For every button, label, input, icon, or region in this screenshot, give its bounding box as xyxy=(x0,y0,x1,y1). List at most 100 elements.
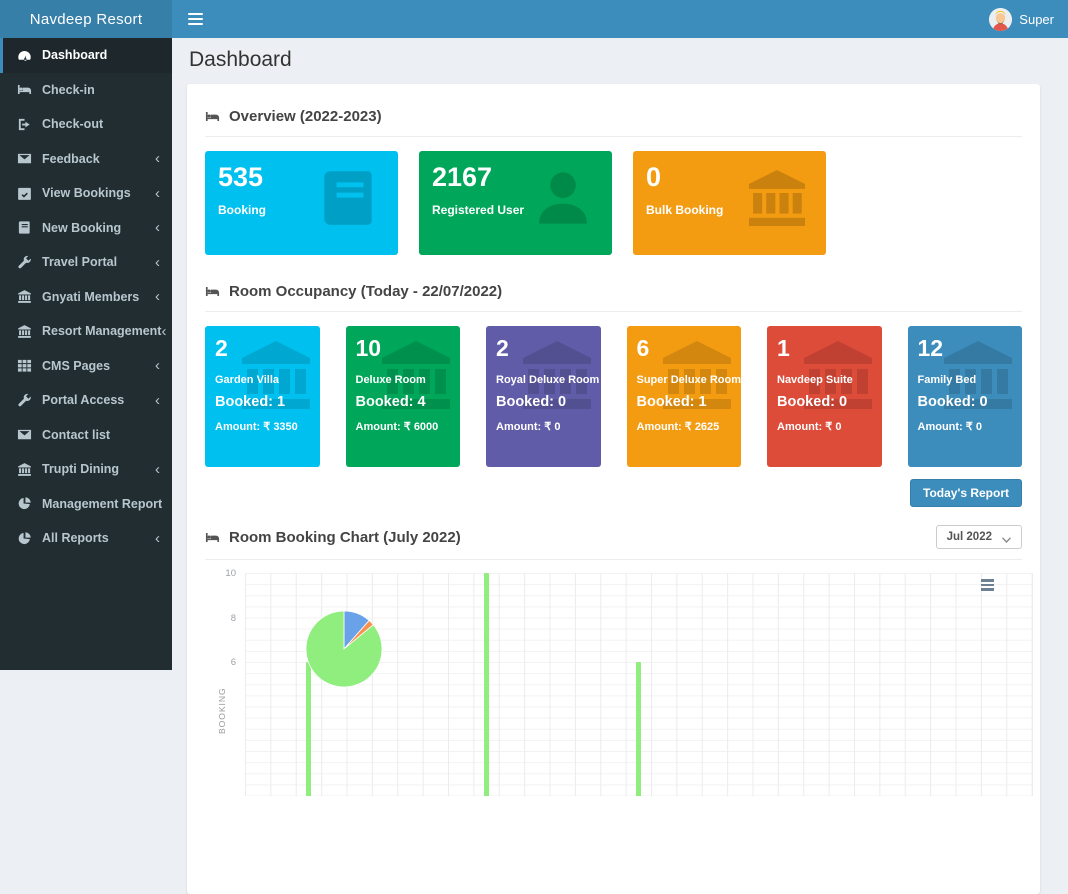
sidebar-item-management-report[interactable]: Management Report xyxy=(0,487,172,522)
envelope-icon xyxy=(17,427,34,442)
sidebar-item-cms-pages[interactable]: CMS Pages ‹ xyxy=(0,349,172,384)
room-box-garden-villa: 2 Garden Villa Booked: 1 Amount: ₹ 3350 xyxy=(205,326,320,468)
overview-label: Booking xyxy=(218,202,266,217)
chart-title-group: Room Booking Chart (July 2022) xyxy=(205,529,461,546)
grid-icon xyxy=(17,358,34,373)
envelope-icon xyxy=(17,151,34,166)
bed-icon xyxy=(205,109,220,124)
sign-out-icon xyxy=(17,117,34,132)
sidebar-item-label: Resort Management xyxy=(42,324,162,339)
overview-label: Registered User xyxy=(432,202,525,217)
user-name: Super xyxy=(1019,11,1054,27)
booking-bar-day-10 xyxy=(483,573,489,796)
overview-box-registered-user: 2167 Registered User xyxy=(419,151,612,256)
sidebar-item-label: Contact list xyxy=(42,427,111,442)
chevron-left-icon: ‹ xyxy=(155,391,160,409)
sidebar-item-label: Travel Portal xyxy=(42,255,118,270)
bank-icon xyxy=(938,335,1018,420)
room-booked: Booked: 4 xyxy=(355,394,426,411)
calendar-icon xyxy=(17,186,34,201)
overview-label: Bulk Booking xyxy=(646,202,724,217)
sidebar-item-contact-list[interactable]: Contact list xyxy=(0,418,172,453)
sidebar-item-trupti-dining[interactable]: Trupti Dining ‹ xyxy=(0,452,172,487)
room-name: Deluxe Room xyxy=(355,374,426,387)
sidebar-item-check-in[interactable]: Check-in xyxy=(0,73,172,108)
chevron-left-icon: ‹ xyxy=(155,529,160,547)
room-name: Family Bed xyxy=(917,374,977,387)
chevron-left-icon: ‹ xyxy=(155,288,160,306)
room-booked: Booked: 1 xyxy=(636,394,707,411)
room-box-super-deluxe-room: 6 Super Deluxe Room Booked: 1 Amount: ₹ 262… xyxy=(626,326,741,468)
room-box-royal-deluxe-room: 2 Royal Deluxe Room Booked: 0 Amount: ₹ 0 xyxy=(486,326,601,468)
user-icon xyxy=(530,165,596,236)
bank-icon xyxy=(376,335,456,420)
sidebar-item-label: Trupti Dining xyxy=(42,462,120,477)
room-name: Navdeep Suite xyxy=(777,374,853,387)
room-booked: Booked: 0 xyxy=(777,394,848,411)
y-tick-label: 6 xyxy=(230,657,236,669)
sidebar-item-view-bookings[interactable]: View Bookings ‹ xyxy=(0,176,172,211)
main-content: Dashboard Overview (2022-2023) 535 Bookin… xyxy=(172,38,1068,894)
user-menu[interactable]: Super xyxy=(989,7,1068,31)
sidebar-item-travel-portal[interactable]: Travel Portal ‹ xyxy=(0,245,172,280)
room-count: 12 xyxy=(917,335,944,362)
overview-box-bulk-booking: 0 Bulk Booking xyxy=(633,151,826,256)
room-booked: Booked: 0 xyxy=(917,394,988,411)
room-box-navdeep-suite: 1 Navdeep Suite Booked: 0 Amount: ₹ 0 xyxy=(767,326,882,468)
navbar: Super xyxy=(172,0,1068,38)
chevron-left-icon: ‹ xyxy=(155,184,160,202)
sidebar-item-feedback[interactable]: Feedback ‹ xyxy=(0,142,172,177)
month-select-value: Jul 2022 xyxy=(946,531,992,544)
room-count: 1 xyxy=(777,335,790,362)
chart-title: Room Booking Chart (July 2022) xyxy=(229,528,461,546)
overview-value: 0 xyxy=(646,162,662,193)
chevron-left-icon: ‹ xyxy=(155,460,160,478)
brand-logo[interactable]: Navdeep Resort xyxy=(0,0,172,38)
booking-bar-day-16 xyxy=(636,662,641,796)
sidebar-item-gnyati-members[interactable]: Gnyati Members ‹ xyxy=(0,280,172,315)
room-booked: Booked: 0 xyxy=(496,394,567,411)
room-name: Garden Villa xyxy=(215,374,279,387)
chart-y-axis-label: BOOKING xyxy=(217,687,227,735)
chart-section-header: Room Booking Chart (July 2022) Jul 2022 xyxy=(205,523,1022,561)
sidebar-item-label: CMS Pages xyxy=(42,358,111,373)
chevron-left-icon: ‹ xyxy=(155,357,160,375)
room-count: 6 xyxy=(636,335,650,362)
chevron-left-icon: ‹ xyxy=(155,219,160,237)
chevron-down-icon xyxy=(1001,534,1012,544)
sidebar-toggle-icon[interactable] xyxy=(172,0,218,38)
todays-report-button[interactable]: Today's Report xyxy=(910,479,1022,508)
room-amount: Amount: ₹ 2625 xyxy=(636,421,720,434)
bank-icon xyxy=(17,289,34,304)
occupancy-boxes: 2 Garden Villa Booked: 1 Amount: ₹ 3350 10 De… xyxy=(205,326,1022,468)
bed-icon xyxy=(17,82,34,97)
month-select[interactable]: Jul 2022 xyxy=(935,525,1022,550)
chevron-left-icon: ‹ xyxy=(155,150,160,168)
book-icon xyxy=(17,220,34,235)
wrench-icon xyxy=(17,393,34,408)
sidebar-item-resort-management[interactable]: Resort Management ‹ xyxy=(0,314,172,349)
dashboard-icon xyxy=(17,48,34,63)
sidebar-item-label: Check-in xyxy=(42,82,95,97)
room-amount: Amount: ₹ 0 xyxy=(496,421,561,434)
room-amount: Amount: ₹ 6000 xyxy=(355,421,439,434)
sidebar-item-portal-access[interactable]: Portal Access ‹ xyxy=(0,383,172,418)
wrench-icon xyxy=(17,255,34,270)
sidebar-item-label: All Reports xyxy=(42,531,109,546)
room-booked: Booked: 1 xyxy=(215,394,286,411)
chart-menu-icon[interactable] xyxy=(979,577,996,593)
overview-boxes: 535 Booking 2167 Registered User 0 Bulk Booki… xyxy=(205,151,1022,256)
sidebar-item-dashboard[interactable]: Dashboard xyxy=(0,38,172,73)
y-tick-label: 8 xyxy=(230,612,236,624)
sidebar-item-label: Portal Access xyxy=(42,393,125,408)
sidebar-item-check-out[interactable]: Check-out xyxy=(0,107,172,142)
dashboard-card: Overview (2022-2023) 535 Booking 2167 Regis… xyxy=(187,84,1040,894)
sidebar-item-all-reports[interactable]: All Reports ‹ xyxy=(0,521,172,556)
sidebar-item-new-booking[interactable]: New Booking ‹ xyxy=(0,211,172,246)
occupancy-title: Room Occupancy (Today - 22/07/2022) xyxy=(229,283,503,301)
bank-icon xyxy=(17,462,34,477)
room-count: 10 xyxy=(355,335,382,362)
bank-icon xyxy=(798,335,878,420)
overview-section-header: Overview (2022-2023) xyxy=(205,104,1022,138)
sidebar-item-label: Dashboard xyxy=(42,48,108,63)
